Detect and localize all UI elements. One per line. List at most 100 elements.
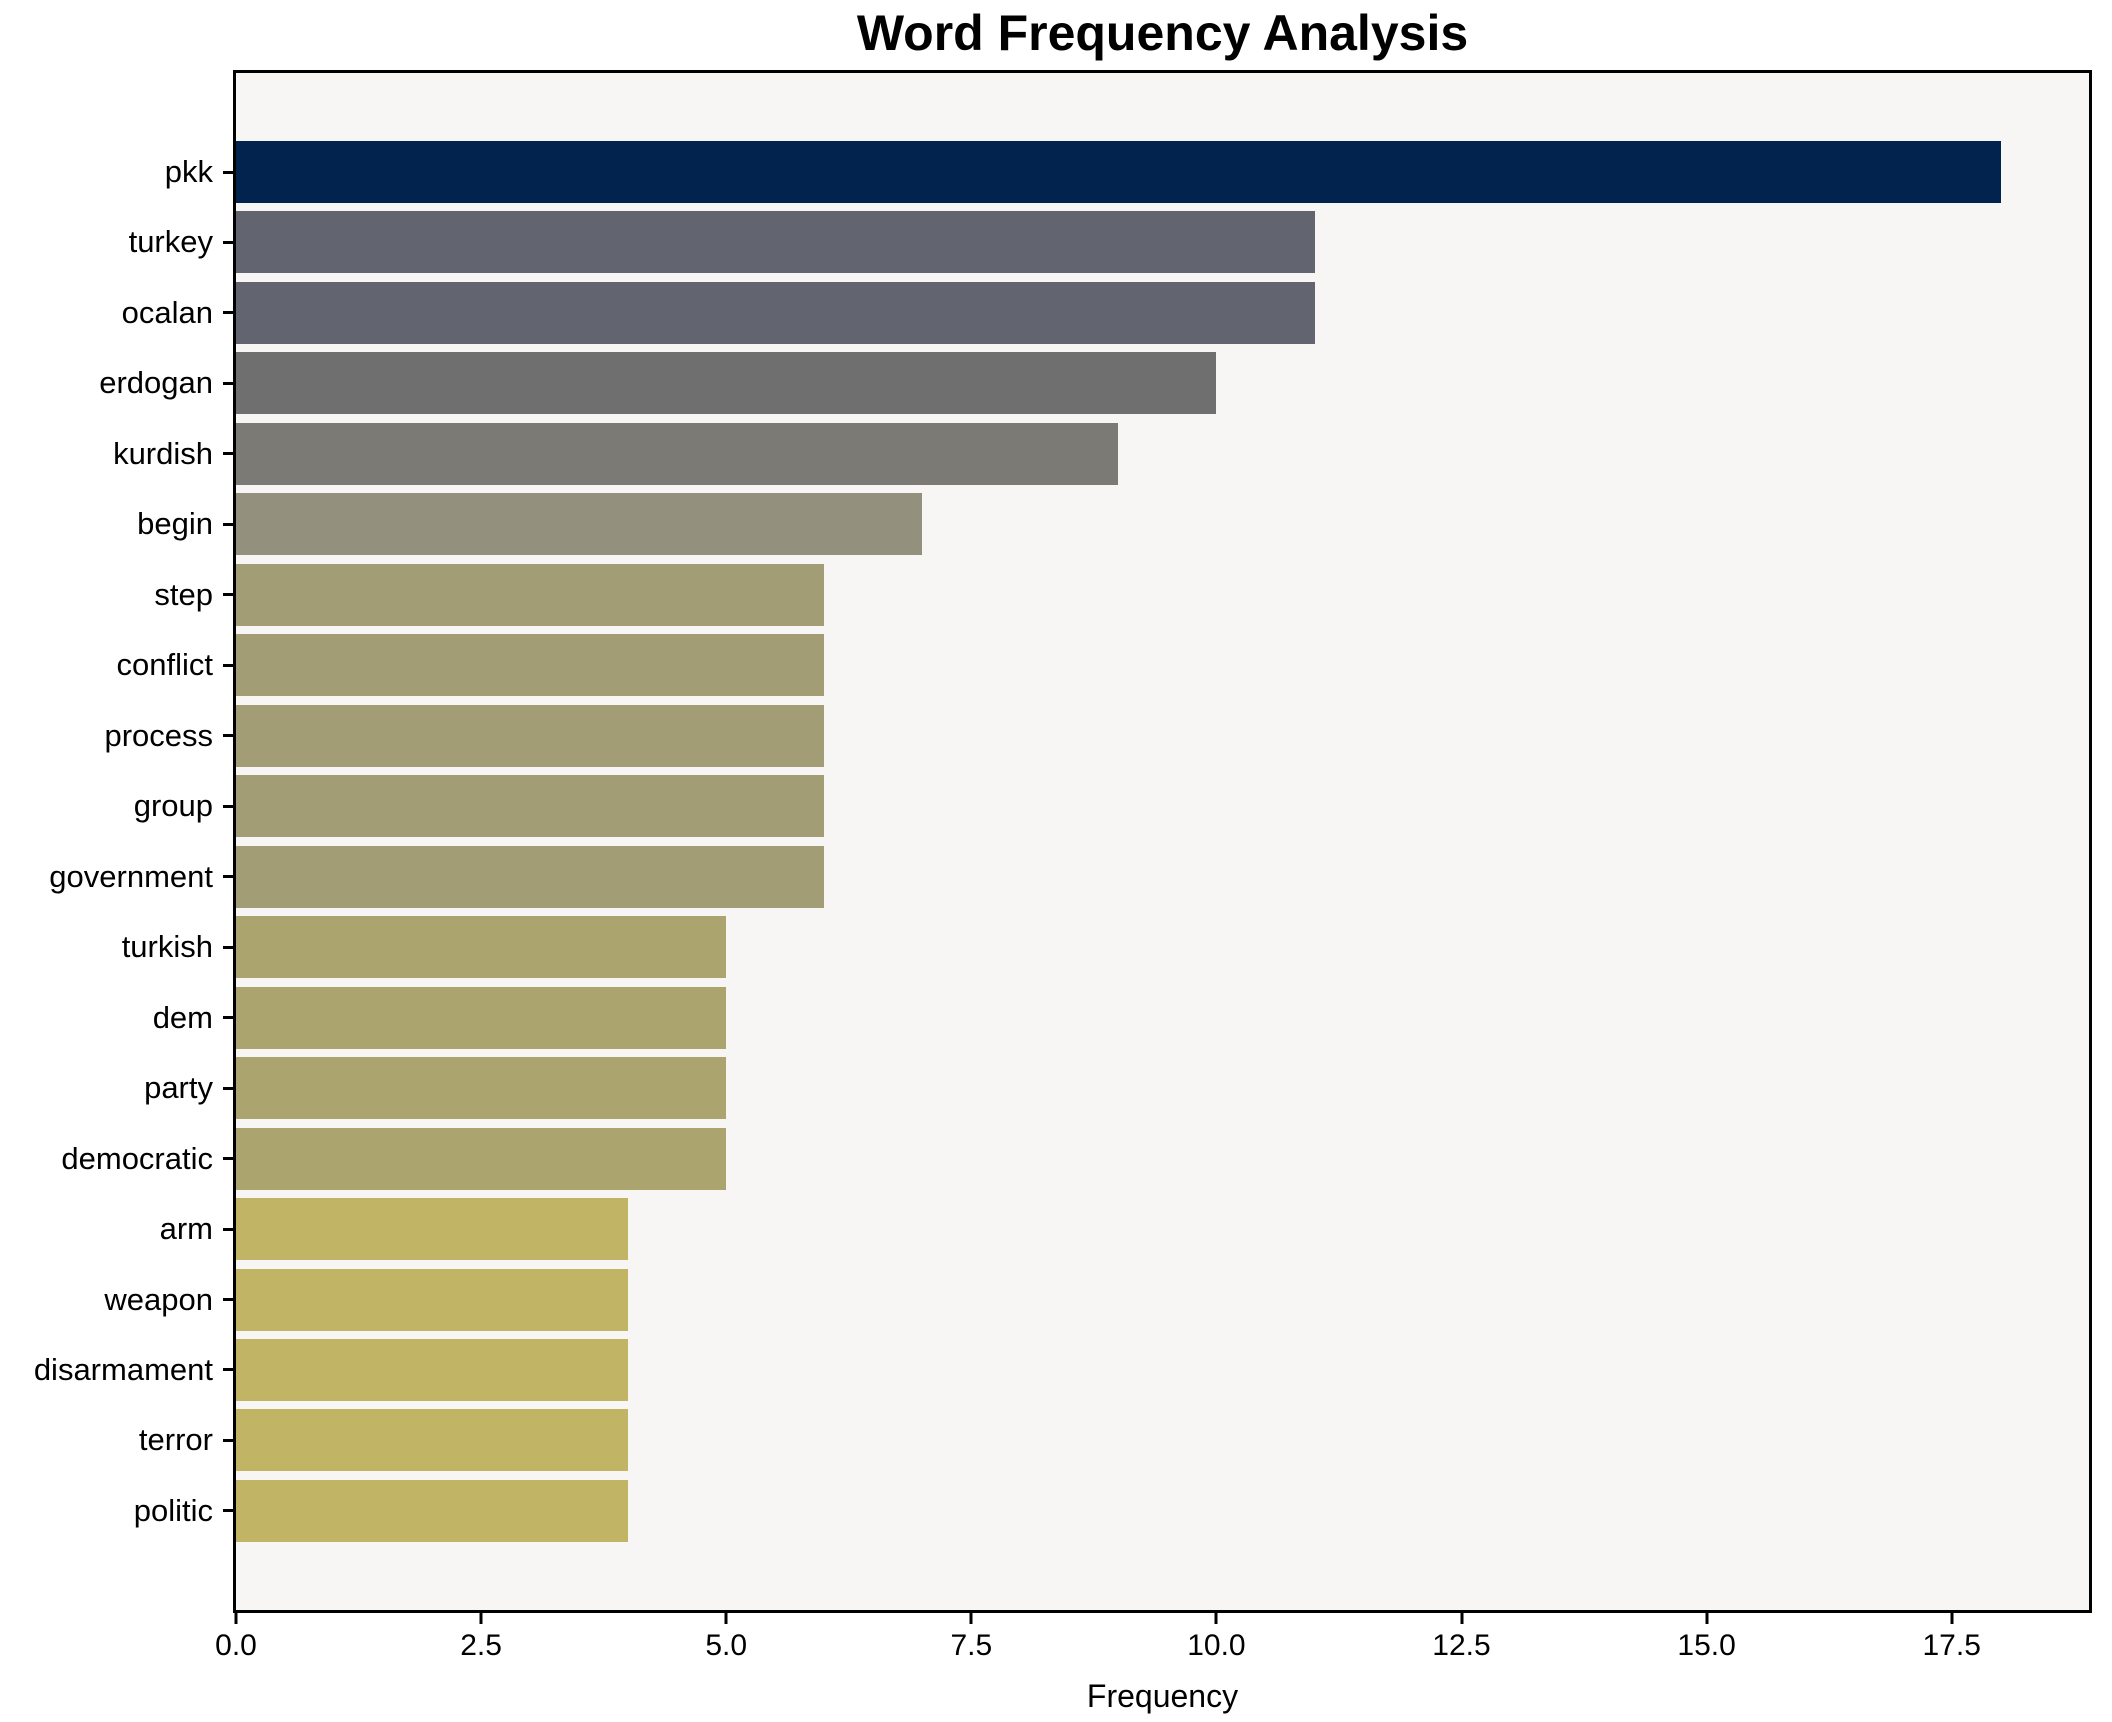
bar-turkey: [236, 211, 1315, 274]
bar-row: [236, 634, 2089, 697]
y-tick-mark: [223, 804, 233, 808]
y-tick-mark: [223, 1368, 233, 1372]
plot-area: [233, 70, 2092, 1613]
y-axis-labels: pkk turkey ocalan erdogan kurdish begin step co…: [0, 141, 233, 1542]
bar-row: [236, 1479, 2089, 1542]
bar-row: [236, 1268, 2089, 1331]
bar-row: [236, 493, 2089, 556]
y-axis: pkk turkey ocalan erdogan kurdish begin step co…: [0, 70, 233, 1613]
y-axis-label-row: weapon: [0, 1269, 233, 1331]
bar-democratic: [236, 1127, 727, 1190]
x-tick-label-15.0: 15.0: [1677, 1629, 1736, 1662]
x-tick-mark: [1214, 1613, 1218, 1624]
bar-conflict: [236, 634, 825, 697]
bar-arm: [236, 1198, 629, 1261]
y-tick-mark: [223, 240, 233, 244]
y-axis-label-pkk: pkk: [164, 154, 213, 189]
bar-row: [236, 352, 2089, 415]
x-tick-label-12.5: 12.5: [1432, 1629, 1491, 1662]
y-axis-label-row: erdogan: [0, 352, 233, 414]
bar-row: [236, 986, 2089, 1049]
y-tick-mark: [223, 452, 233, 456]
x-tick-label-7.5: 7.5: [950, 1629, 993, 1662]
bar-begin: [236, 493, 923, 556]
bar-row: [236, 281, 2089, 344]
y-axis-label-row: terror: [0, 1409, 233, 1471]
bar-terror: [236, 1409, 629, 1472]
y-axis-label-ocalan: ocalan: [121, 294, 213, 330]
bar-disarmament: [236, 1338, 629, 1401]
bar-row: [236, 704, 2089, 767]
y-axis-label-party: party: [144, 1070, 213, 1106]
y-tick-mark: [223, 1157, 233, 1161]
y-tick-mark: [223, 522, 233, 526]
bar-party: [236, 1057, 727, 1120]
y-axis-label-row: turkey: [0, 211, 233, 273]
bar-pkk: [236, 141, 2001, 203]
bar-row: [236, 141, 2089, 203]
y-axis-label-group: group: [133, 788, 213, 824]
y-tick-mark: [223, 1016, 233, 1020]
x-tick-label-2.5: 2.5: [460, 1629, 502, 1662]
y-axis-label-politic: politic: [133, 1492, 213, 1528]
y-axis-label-turkey: turkey: [128, 224, 213, 260]
bar-weapon: [236, 1268, 629, 1331]
y-axis-label-terror: terror: [138, 1422, 213, 1458]
x-tick-mark: [1950, 1613, 1954, 1624]
y-axis-label-row: conflict: [0, 634, 233, 696]
x-tick-mark: [969, 1613, 973, 1624]
y-axis-label-row: step: [0, 564, 233, 626]
y-axis-label-weapon: weapon: [104, 1281, 213, 1317]
y-tick-mark: [223, 945, 233, 949]
y-axis-label-democratic: democratic: [61, 1140, 213, 1176]
bar-step: [236, 563, 825, 626]
x-tick-label-17.5: 17.5: [1922, 1629, 1981, 1662]
y-axis-label-erdogan: erdogan: [99, 365, 213, 401]
bar-row: [236, 1409, 2089, 1472]
y-tick-mark: [223, 1227, 233, 1231]
x-tick-label-0.0: 0.0: [215, 1629, 257, 1662]
x-tick-label-5.0: 5.0: [705, 1629, 748, 1662]
bar-dem: [236, 986, 727, 1049]
y-axis-label-turkish: turkish: [121, 929, 213, 965]
y-axis-label-government: government: [49, 858, 213, 894]
y-axis-label-row: process: [0, 705, 233, 767]
y-axis-label-row: dem: [0, 987, 233, 1049]
bars-container: [236, 141, 2089, 1542]
bar-politic: [236, 1479, 629, 1542]
y-axis-label-row: government: [0, 846, 233, 908]
y-axis-label-process: process: [104, 717, 213, 753]
bar-process: [236, 704, 825, 767]
x-axis: 0.0 2.5 5.0 7.5 10.0 12.5 15.0 17.5: [215, 1613, 2092, 1703]
x-tick-mark: [1460, 1613, 1463, 1624]
y-tick-mark: [223, 381, 233, 385]
bar-row: [236, 845, 2089, 908]
bar-row: [236, 775, 2089, 838]
bar-row: [236, 563, 2089, 626]
y-axis-label-row: kurdish: [0, 423, 233, 485]
y-axis-label-row: arm: [0, 1198, 233, 1260]
y-axis-label-row: begin: [0, 493, 233, 555]
y-tick-mark: [223, 663, 233, 667]
x-tick-mark: [1705, 1613, 1709, 1624]
bar-ocalan: [236, 281, 1315, 344]
y-tick-mark: [223, 593, 233, 597]
y-axis-label-kurdish: kurdish: [113, 435, 213, 471]
y-tick-mark: [223, 311, 233, 315]
x-tick-mark: [724, 1613, 728, 1624]
bar-row: [236, 1057, 2089, 1120]
y-axis-label-row: group: [0, 775, 233, 837]
y-tick-mark: [223, 1438, 233, 1442]
bar-erdogan: [236, 352, 1217, 415]
y-tick-mark: [223, 734, 233, 738]
bar-row: [236, 1338, 2089, 1401]
y-axis-label-step: step: [154, 576, 213, 612]
y-axis-label-row: party: [0, 1057, 233, 1119]
x-tick-mark: [479, 1613, 483, 1624]
bar-turkish: [236, 916, 727, 979]
x-tick-mark: [234, 1613, 238, 1624]
y-axis-label-row: democratic: [0, 1128, 233, 1190]
y-axis-label-row: politic: [0, 1480, 233, 1542]
y-axis-label-dem: dem: [152, 999, 213, 1035]
